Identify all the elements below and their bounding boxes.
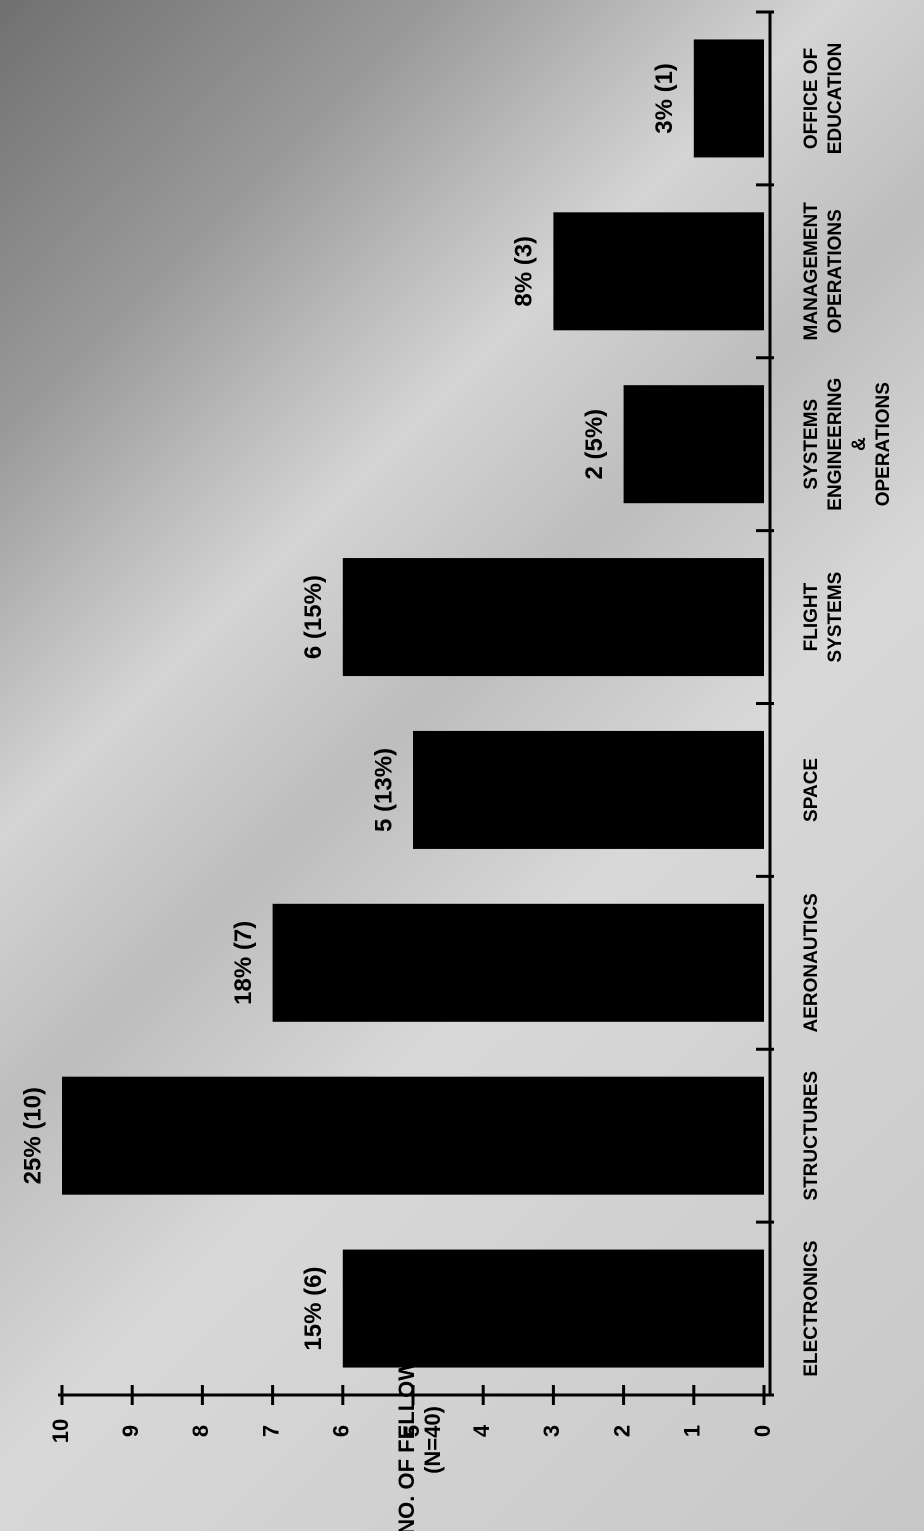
bar-data-label: 25% (10) [19,1087,46,1184]
bar-data-label: 5 (13%) [370,748,397,832]
bar [623,385,764,504]
category-label: STRUCTURES [801,1071,822,1201]
bar [272,903,764,1022]
value-tick-label: 0 [750,1425,775,1437]
category-label: OPERATIONS [873,382,894,506]
bar-data-label: 18% (7) [230,921,257,1005]
bar [342,1249,764,1368]
category-label: ELECTRONICS [801,1240,822,1376]
bar-data-label: 6 (15%) [300,575,327,659]
bar [553,212,764,331]
value-tick-label: 6 [329,1425,354,1437]
category-label: OPERATIONS [825,209,846,333]
bar [62,1076,764,1195]
value-tick-label: 9 [118,1425,143,1437]
value-tick-label: 10 [48,1419,73,1443]
category-label: SYSTEMS [801,399,822,490]
bar-data-label: 3% (1) [651,63,678,134]
value-tick-label: 2 [609,1425,634,1437]
chart-plot-area: 0 1 2 3 4 5 6 7 8 9 10 NO. OF FELLOWS (N=40) 15% (6) E… [19,10,894,1531]
value-tick-label: 8 [188,1425,213,1437]
category-label: & [849,437,870,451]
bar [342,558,764,677]
category-label: ENGINEERING [825,378,846,511]
category-label: SYSTEMS [825,572,846,663]
category-label: FLIGHT [801,582,822,651]
value-tick-label: 5 [399,1425,424,1437]
category-label: OFFICE OF [801,48,822,149]
value-tick-label: 3 [539,1425,564,1437]
bar-data-label: 8% (3) [511,236,538,307]
value-tick-label: 4 [469,1424,494,1437]
category-label: EDUCATION [825,43,846,155]
bar-data-label: 2 (5%) [581,409,608,480]
value-tick-label: 1 [680,1425,705,1437]
y-axis-title: NO. OF FELLOWS [394,1345,419,1531]
value-tick-label: 7 [258,1425,283,1437]
category-label: AERONAUTICS [801,893,822,1032]
bar [413,730,764,849]
category-label: SPACE [801,758,822,822]
category-label: MANAGEMENT [801,202,822,341]
bar-data-label: 15% (6) [300,1267,327,1351]
bar [693,39,764,158]
y-axis-subtitle: (N=40) [420,1406,445,1474]
